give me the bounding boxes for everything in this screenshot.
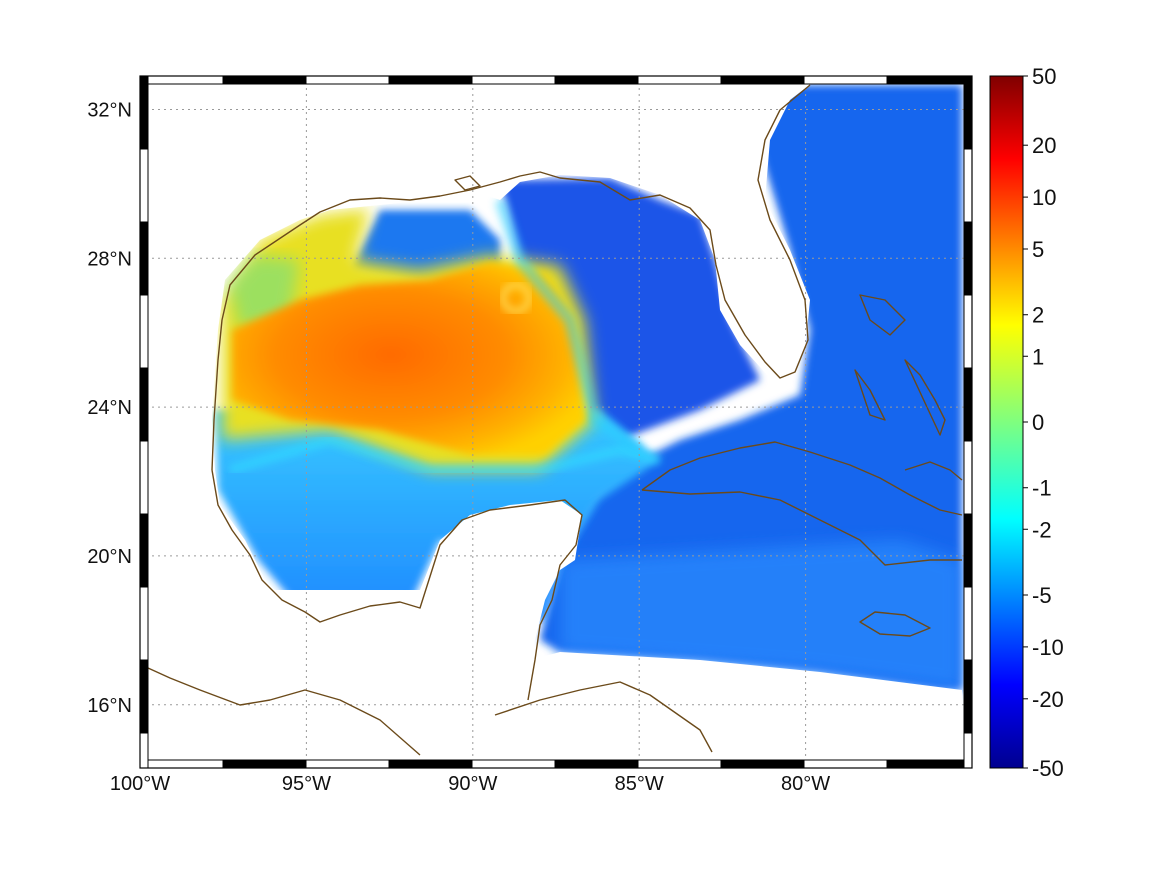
frame-segment-bottom [222, 759, 307, 769]
frame-segment-left [139, 513, 149, 588]
coast-hispaniola [904, 461, 963, 481]
frame-segment-bottom [471, 759, 556, 769]
frame-segment-left [139, 367, 149, 442]
frame-segment-left [139, 732, 149, 769]
frame-segment-right [963, 440, 973, 515]
coast-us-gulf [211, 84, 811, 471]
frame-segment-right [963, 221, 973, 296]
lon-tick-label: 80°W [781, 773, 830, 795]
lat-tick-label: 28°N [87, 248, 132, 270]
map-area [148, 83, 966, 761]
frame-segment-right [963, 732, 973, 769]
colorbar-tick-label: 50 [1032, 64, 1056, 89]
frame-segment-bottom [305, 759, 390, 769]
colorbar-tick-label: -2 [1032, 517, 1052, 542]
frame-segment-right [963, 367, 973, 442]
latitude-labels: 16°N 20°N 24°N 28°N 32°N [87, 99, 132, 716]
frame-segment-left [139, 659, 149, 734]
coast-lake-louisiana [454, 175, 481, 191]
frame-segment-top [886, 75, 971, 85]
field-atlantic-light [560, 540, 962, 690]
frame-segment-bottom [637, 759, 722, 769]
land-masks [148, 83, 962, 761]
coast-mexico [211, 469, 583, 701]
colorbar-tick-label: -10 [1032, 635, 1064, 660]
frame-segment-bottom [554, 759, 639, 769]
field-cyan-channel [494, 198, 644, 455]
frame-segment-right [963, 586, 973, 661]
frame-segment-top [554, 75, 639, 85]
frame-segment-top [305, 75, 390, 85]
frame-segment-right [963, 294, 973, 369]
frame-segment-top [720, 75, 805, 85]
land-central-america [148, 590, 962, 761]
longitude-labels: 100°W 95°W 90°W 85°W 80°W [110, 773, 830, 795]
lat-tick-label: 16°N [87, 695, 132, 717]
coast-honduras [494, 681, 713, 753]
coastlines [148, 84, 963, 756]
lon-tick-label: 90°W [448, 773, 497, 795]
colorbar-tick-label: 10 [1032, 185, 1056, 210]
lon-tick-label: 85°W [615, 773, 664, 795]
frame-segment-bottom [803, 759, 888, 769]
frame-segment-top [222, 75, 307, 85]
frame-segment-bottom [720, 759, 805, 769]
frame-segment-right [963, 148, 973, 223]
colorbar-tick-label: 1 [1032, 344, 1044, 369]
field-eddy [500, 282, 532, 314]
frame-segment-left [139, 221, 149, 296]
colorbar-tick-label: -20 [1032, 687, 1064, 712]
land-florida-east [750, 83, 812, 375]
frame-border [139, 75, 973, 769]
frame-segment-left [139, 148, 149, 223]
frame-segment-top [803, 75, 888, 85]
frame-segment-left [139, 75, 149, 150]
colorbar-tick-label: -50 [1032, 756, 1064, 781]
frame-segment-bottom [886, 759, 971, 769]
frame-segment-bottom [139, 759, 224, 769]
frame-segment-left [139, 586, 149, 661]
frame-segment-left [139, 294, 149, 369]
lat-tick-label: 24°N [87, 397, 132, 419]
land-yucatan [420, 500, 582, 660]
lon-tick-label: 100°W [110, 773, 170, 795]
field-cyan-front [228, 434, 662, 475]
colorbar-tick-label: 20 [1032, 133, 1056, 158]
coast-jamaica [859, 611, 931, 637]
frame-segment-top [388, 75, 473, 85]
coast-cuba [641, 441, 963, 566]
lat-tick-label: 20°N [87, 546, 132, 568]
coast-bahamas [854, 294, 946, 436]
map-frame [139, 75, 973, 769]
frame-segment-top [471, 75, 556, 85]
frame-segment-right [963, 659, 973, 734]
frame-segment-right [963, 75, 973, 150]
field-gulf-northeast [500, 178, 760, 440]
frame-segment-right [963, 513, 973, 588]
colorbar-tick-label: 0 [1032, 410, 1044, 435]
frame-segment-left [139, 440, 149, 515]
lon-tick-label: 95°W [282, 773, 331, 795]
colorbar-tick-label: -5 [1032, 583, 1052, 608]
frame-segment-top [637, 75, 722, 85]
frame-segment-bottom [388, 759, 473, 769]
lat-tick-label: 32°N [87, 99, 132, 121]
frame-segment-top [139, 75, 224, 85]
colorbar-ramp [989, 75, 1024, 769]
graticule [148, 83, 966, 761]
coast-central-america [148, 667, 421, 756]
colorbar-tick-label: -1 [1032, 476, 1052, 501]
colorbar-tick-label: 2 [1032, 303, 1044, 328]
colorbar-tick-label: 5 [1032, 237, 1044, 262]
